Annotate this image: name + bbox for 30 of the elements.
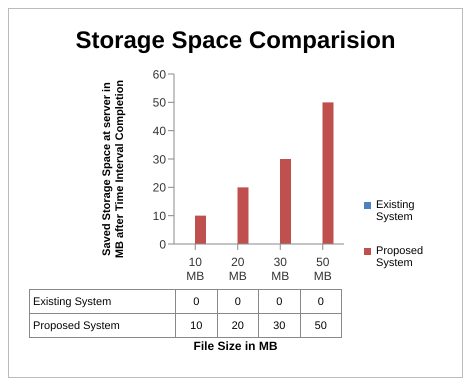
data-label: 0	[176, 290, 217, 314]
y-tick-label: 20	[152, 180, 166, 195]
x-tick-label: 50 MB	[314, 255, 332, 283]
data-label: 10	[176, 314, 217, 338]
y-tick-label: 30	[152, 152, 166, 166]
bar	[322, 102, 334, 244]
legend-label: Proposed System	[376, 245, 424, 269]
text: Existing System	[33, 296, 112, 308]
x-tick-label: 20 MB	[228, 255, 247, 283]
y-tick-label: 40	[152, 124, 166, 138]
data-label: 0	[300, 290, 342, 314]
data-label: 0	[258, 290, 300, 314]
bar	[195, 216, 206, 244]
text: Proposed System	[33, 320, 120, 332]
y-tick-label: 60	[152, 67, 166, 82]
bar	[280, 159, 291, 244]
legend-label: Existing System	[376, 199, 416, 223]
x-tick-label: 10 MB	[186, 255, 204, 283]
data-label: 50	[300, 314, 342, 338]
data-label: 20	[217, 314, 258, 338]
y-tick-label: 50	[152, 96, 166, 110]
bar	[238, 187, 248, 244]
y-axis-title: Saved Storage Space at server in MB after Time Interval Completion	[101, 79, 127, 259]
y-tick-label: 10	[152, 208, 166, 223]
data-label: 30	[258, 314, 300, 338]
chart-title: Storage Space Comparision	[74, 27, 397, 55]
y-tick-label: 0	[159, 237, 166, 252]
x-axis-title: File Size in MB	[192, 339, 278, 353]
data-label: 0	[217, 290, 258, 314]
x-tick-label: 30 MB	[271, 255, 290, 283]
